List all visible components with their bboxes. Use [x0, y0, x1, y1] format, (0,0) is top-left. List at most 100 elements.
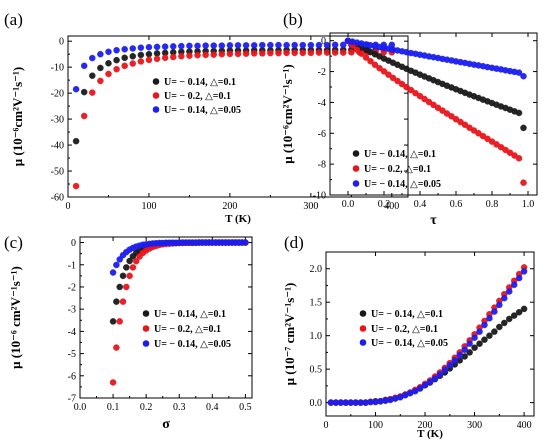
y-tick-label: 0.5 — [310, 365, 323, 376]
x-tick-label: 400 — [517, 420, 532, 431]
x-tick-label: 0.2 — [140, 402, 153, 413]
data-point — [291, 49, 298, 57]
data-point — [116, 318, 123, 325]
data-point — [116, 283, 123, 291]
data-point — [153, 43, 161, 51]
x-tick-label: 0 — [66, 201, 71, 212]
data-point — [80, 88, 88, 96]
data-point — [307, 49, 315, 57]
data-point — [129, 264, 137, 271]
x-tick-label: 100 — [368, 420, 383, 431]
data-point — [169, 43, 177, 50]
data-point — [129, 45, 137, 52]
data-point — [137, 51, 145, 59]
data-point — [72, 137, 80, 145]
data-point — [186, 52, 193, 59]
legend-marker — [152, 78, 160, 85]
data-point — [194, 51, 201, 59]
data-point — [339, 49, 347, 56]
data-point — [119, 298, 127, 305]
data-point — [331, 41, 339, 49]
x-tick-label: 200 — [418, 420, 433, 431]
data-point — [250, 42, 258, 49]
y-tick-label: -60 — [51, 193, 64, 204]
data-point — [234, 50, 242, 58]
data-point — [307, 41, 315, 49]
data-point — [97, 64, 104, 72]
x-tick-label: 0.2 — [378, 199, 391, 210]
x-tick-label: 100 — [141, 201, 156, 212]
legend-marker — [352, 180, 360, 187]
data-point — [113, 56, 120, 64]
data-point — [515, 155, 523, 162]
series-black — [72, 46, 396, 145]
data-point — [421, 381, 429, 389]
panel-c: 0.0 0.1 0.2 0.3 0.4 0.5 -7 -6 -5 -4 -3 -2 -1 0 σ μ (10⁻… — [4, 233, 253, 432]
series-red — [344, 37, 527, 186]
data-point — [80, 112, 88, 120]
data-point — [153, 50, 161, 57]
data-point — [121, 62, 128, 70]
legend: U= − 0.14, △=0.1 U= − 0.2, △=0.1 U= − 0.14… — [359, 309, 448, 349]
y-tick-label: -5 — [68, 349, 76, 360]
data-point — [441, 366, 449, 374]
y-tick-label: -6 — [318, 129, 326, 140]
legend-label: U= − 0.2, △=0.1 — [364, 164, 431, 175]
series-blue — [109, 239, 249, 276]
x-axis-label: T (K) — [225, 213, 251, 225]
data-point — [242, 42, 250, 49]
legend-marker — [142, 340, 150, 347]
y-tick-label: -2 — [68, 282, 76, 293]
data-point — [283, 49, 290, 57]
data-point — [436, 371, 444, 378]
x-tick-label: 300 — [303, 201, 318, 212]
data-point — [259, 41, 266, 49]
panel-label: (c) — [4, 233, 23, 252]
legend-label: U= − 0.2, △=0.1 — [154, 324, 221, 335]
y-tick-label: -6 — [68, 371, 76, 382]
data-point — [496, 301, 503, 309]
data-point — [161, 43, 169, 50]
y-tick-label: 0 — [321, 36, 326, 47]
legend-marker — [352, 150, 360, 157]
data-point — [105, 48, 112, 56]
data-point — [471, 334, 478, 341]
data-point — [496, 323, 503, 331]
data-point — [113, 261, 120, 269]
data-point — [202, 51, 209, 59]
y-tick-label: -3 — [68, 305, 76, 316]
data-point — [109, 379, 117, 386]
data-point — [323, 49, 331, 56]
data-point — [331, 49, 339, 56]
legend-label: U= − 0.14, △=0.1 — [371, 309, 443, 320]
x-axis-label: T (K) — [417, 428, 443, 440]
x-axis-label: σ — [162, 417, 170, 432]
series-black — [327, 305, 528, 406]
x-tick-label: 0.4 — [414, 199, 427, 210]
data-point — [121, 54, 128, 62]
data-point — [491, 308, 498, 315]
data-point — [515, 274, 523, 282]
data-point — [218, 50, 226, 58]
y-tick-label: 1.5 — [310, 298, 323, 309]
data-point — [515, 308, 523, 316]
data-point — [486, 332, 493, 339]
data-point — [145, 43, 153, 51]
data-point — [89, 89, 96, 96]
data-point — [394, 77, 401, 85]
data-point — [376, 64, 383, 72]
data-point — [218, 42, 226, 49]
data-point — [515, 109, 523, 117]
data-point — [145, 56, 153, 64]
legend-marker — [152, 106, 160, 113]
data-point — [242, 239, 249, 246]
legend-label: U= − 0.14, △=0.05 — [154, 339, 231, 350]
data-point — [178, 42, 185, 50]
y-axis-label: μ (10⁻⁷ cm²V⁻¹s⁻¹) — [282, 283, 297, 386]
legend: U= − 0.14, △=0.1 U= − 0.2, △=0.1 U= − 0.14… — [142, 309, 231, 350]
data-point — [501, 294, 508, 302]
legend-label: U= − 0.2, △=0.1 — [164, 91, 231, 102]
data-point — [380, 68, 388, 75]
data-point — [371, 61, 379, 69]
data-point — [481, 336, 488, 343]
